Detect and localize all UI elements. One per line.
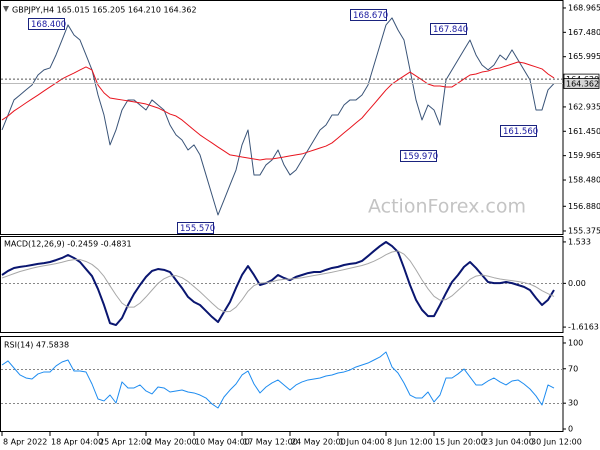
x-tick-label: 1 Jun 04:00 — [339, 438, 385, 447]
panel-frame — [0, 236, 564, 333]
y-tick-label: 156.880 — [568, 202, 600, 211]
price-label-box — [563, 78, 600, 89]
x-tick-label: 30 Jun 12:00 — [531, 438, 582, 447]
signal-line — [1, 250, 555, 313]
y-tick-label: 158.480 — [568, 176, 600, 185]
y-tick-label: 168.965 — [568, 3, 600, 12]
annotation: 161.560 — [503, 127, 538, 137]
x-tick-label: 8 Jun 12:00 — [387, 438, 433, 447]
panel-frame — [0, 0, 564, 235]
annotation: 168.400 — [31, 20, 66, 30]
x-tick-label: 15 Jun 20:00 — [435, 438, 486, 447]
y-tick-label: 155.375 — [568, 226, 600, 235]
x-tick-label: 23 Jun 04:00 — [483, 438, 534, 447]
y-tick-label: 70 — [568, 364, 578, 373]
annotation: 167.840 — [433, 25, 468, 35]
annotation-box — [500, 125, 537, 137]
panel-title: RSI(14) 47.5838 — [4, 341, 69, 350]
y-tick-label: 165.995 — [568, 52, 600, 61]
symbol-icon — [3, 6, 9, 12]
x-tick-label: 2 May 20:00 — [147, 438, 197, 447]
y-tick-label: 159.965 — [568, 151, 600, 160]
x-tick-label: 25 Apr 12:00 — [99, 438, 151, 447]
annotation-box — [430, 23, 467, 35]
annotation-box — [177, 222, 214, 234]
annotation: 168.670 — [353, 11, 388, 21]
price-line — [1, 17, 555, 216]
y-tick-label: 167.480 — [568, 28, 600, 37]
annotation-box — [28, 18, 65, 30]
annotation-box — [400, 150, 437, 162]
y-tick-label: 161.450 — [568, 127, 600, 136]
y-tick-label: 162.935 — [568, 102, 600, 111]
y-tick-label: 0.00 — [568, 279, 586, 288]
panel-title: MACD(12,26,9) -0.2459 -0.4831 — [4, 240, 132, 249]
y-tick-label: 0 — [568, 424, 573, 433]
x-tick-label: 8 Apr 2022 — [3, 438, 47, 447]
x-tick-label: 24 May 20:00 — [291, 438, 346, 447]
y-tick-label: 30 — [568, 399, 578, 408]
y-tick-label: -1.6163 — [568, 323, 599, 332]
watermark: ActionForex.com — [368, 196, 526, 218]
y-tick-label: 100 — [568, 338, 583, 347]
moving-average-line — [1, 61, 555, 161]
annotation: 159.970 — [403, 152, 438, 162]
x-tick-label: 10 May 04:00 — [195, 438, 250, 447]
annotation: 155.570 — [180, 224, 215, 234]
x-tick-label: 17 May 12:00 — [243, 438, 298, 447]
panel-title: GBPJPY,H4 165.015 165.205 164.210 164.36… — [12, 6, 197, 15]
panel-frame — [0, 336, 564, 432]
x-tick-label: 18 Apr 04:00 — [51, 438, 103, 447]
annotation-box — [350, 9, 387, 21]
macd-line — [1, 241, 555, 327]
rsi-line — [1, 351, 555, 409]
y-tick-label: 1.533 — [568, 237, 591, 246]
price-label: 164.362 — [566, 79, 599, 88]
